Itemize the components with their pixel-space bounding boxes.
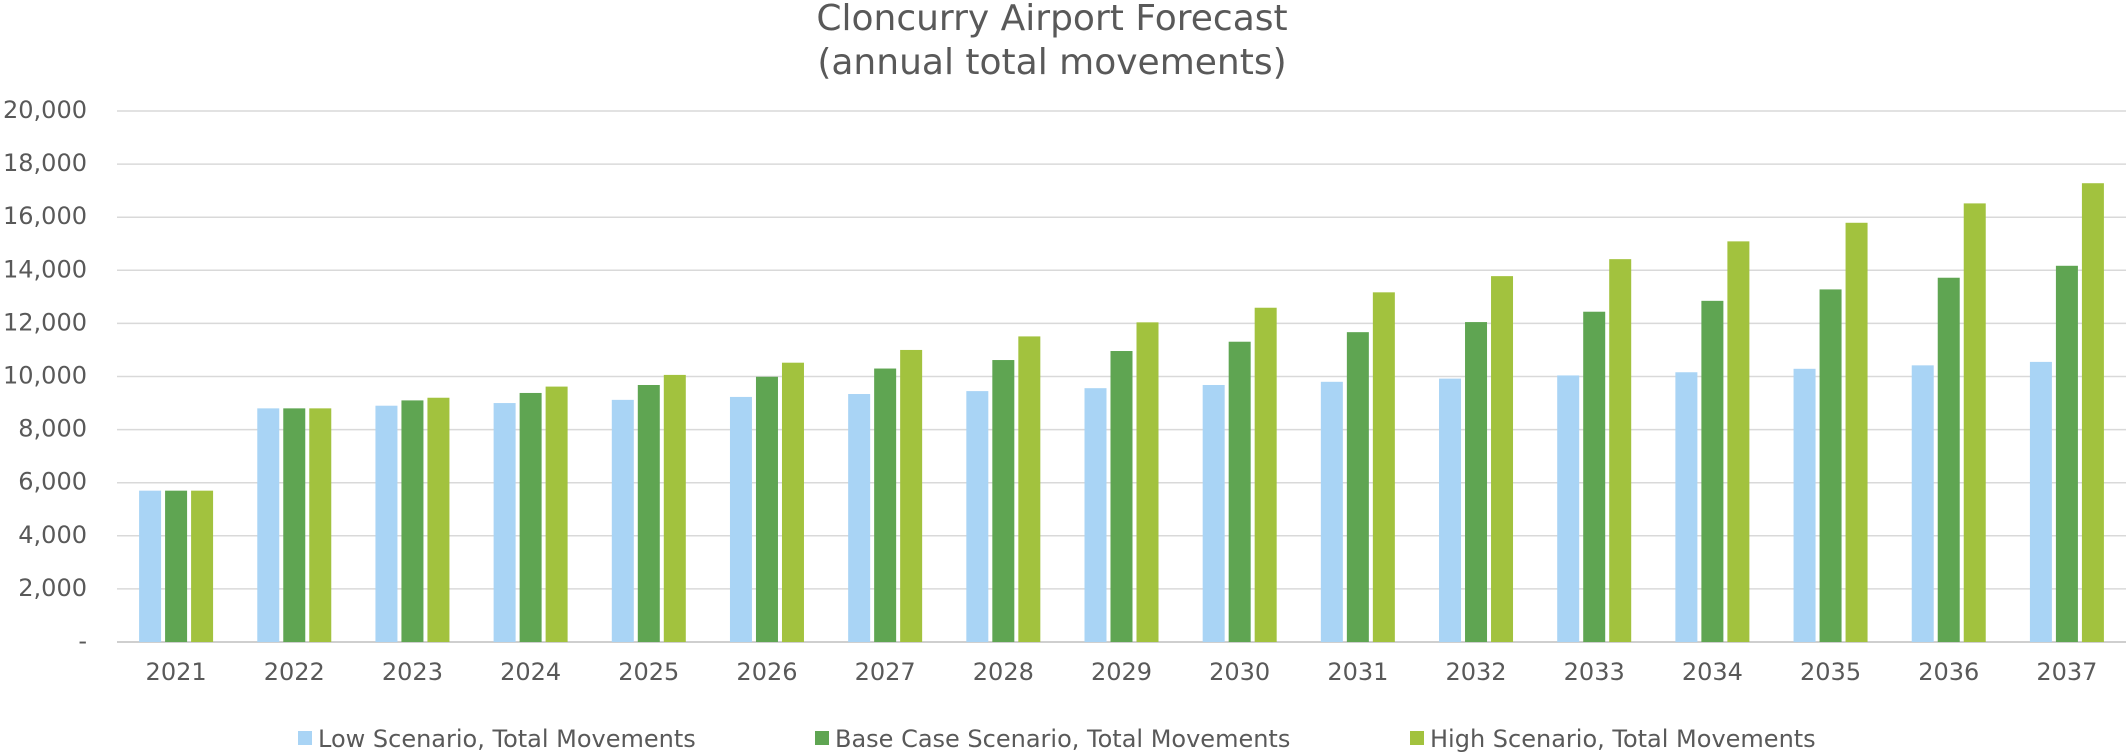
x-tick-label: 2033 [1564,658,1625,686]
bar [1228,341,1251,642]
bar [545,386,568,642]
y-tick-label: 18,000 [3,149,87,177]
bar [781,362,804,642]
bar [165,490,188,642]
bar [1793,368,1816,642]
bar [1583,311,1606,642]
y-tick-label: - [78,627,87,655]
x-tick-label: 2023 [382,658,443,686]
legend-label: Low Scenario, Total Movements [318,725,696,753]
bar [427,397,450,642]
bar [1675,372,1698,642]
bar [1202,384,1225,642]
bar [1346,332,1369,642]
bar [2055,265,2078,642]
bar [1557,375,1580,642]
bar [309,408,332,642]
x-tick-label: 2032 [1445,658,1506,686]
bar [1320,381,1343,642]
bar [2029,361,2052,642]
y-tick-label: 20,000 [3,96,87,124]
bar [375,405,398,642]
bar [1018,336,1041,642]
x-tick-label: 2021 [146,658,207,686]
x-tick-label: 2037 [2036,658,2097,686]
x-tick-label: 2034 [1682,658,1743,686]
bar [1845,222,1868,642]
bar [874,368,897,642]
bar [1110,351,1133,642]
x-tick-label: 2026 [736,658,797,686]
legend-swatch [1410,731,1424,745]
y-tick-label: 8,000 [18,415,87,443]
bar [1701,300,1724,642]
bar [1254,307,1277,642]
bar [966,391,989,642]
bar [519,392,542,642]
x-tick-label: 2029 [1091,658,1152,686]
legend-label: Base Case Scenario, Total Movements [835,725,1290,753]
bar [1819,289,1842,642]
x-tick-label: 2028 [973,658,1034,686]
y-tick-label: 2,000 [18,574,87,602]
bar [637,384,660,642]
bar [1727,241,1750,642]
bar [1911,365,1934,642]
y-tick-label: 4,000 [18,521,87,549]
x-tick-label: 2031 [1327,658,1388,686]
bar [729,396,752,642]
bar [1937,277,1960,642]
bar [139,490,162,642]
y-tick-label: 12,000 [3,308,87,336]
bar [1439,378,1462,642]
bar [663,374,686,642]
y-tick-label: 16,000 [3,202,87,230]
bar [900,349,923,642]
bar [191,490,214,642]
bar [2081,183,2104,642]
chart-subtitle: (annual total movements) [817,42,1286,83]
legend-label: High Scenario, Total Movements [1430,725,1816,753]
legend-swatch [815,731,829,745]
bar [755,376,778,642]
bar [257,408,280,642]
x-tick-label: 2025 [618,658,679,686]
x-tick-label: 2030 [1209,658,1270,686]
y-tick-label: 6,000 [18,468,87,496]
bar [1491,276,1514,642]
bar [992,360,1015,642]
bar [1465,322,1488,642]
y-tick-label: 14,000 [3,255,87,283]
x-tick-label: 2036 [1918,658,1979,686]
bar [283,408,306,642]
bar [1963,203,1986,643]
bar [401,400,424,642]
x-tick-label: 2027 [855,658,916,686]
bar [848,394,871,642]
bar [1084,388,1107,642]
bar [1609,259,1632,642]
bar [1136,322,1159,642]
y-tick-label: 10,000 [3,362,87,390]
x-tick-label: 2022 [264,658,325,686]
legend-swatch [298,731,312,745]
chart-title: Cloncurry Airport Forecast [816,0,1287,39]
bar [611,399,634,642]
x-tick-label: 2024 [500,658,561,686]
bar [493,403,516,642]
bar [1372,292,1395,642]
x-tick-label: 2035 [1800,658,1861,686]
